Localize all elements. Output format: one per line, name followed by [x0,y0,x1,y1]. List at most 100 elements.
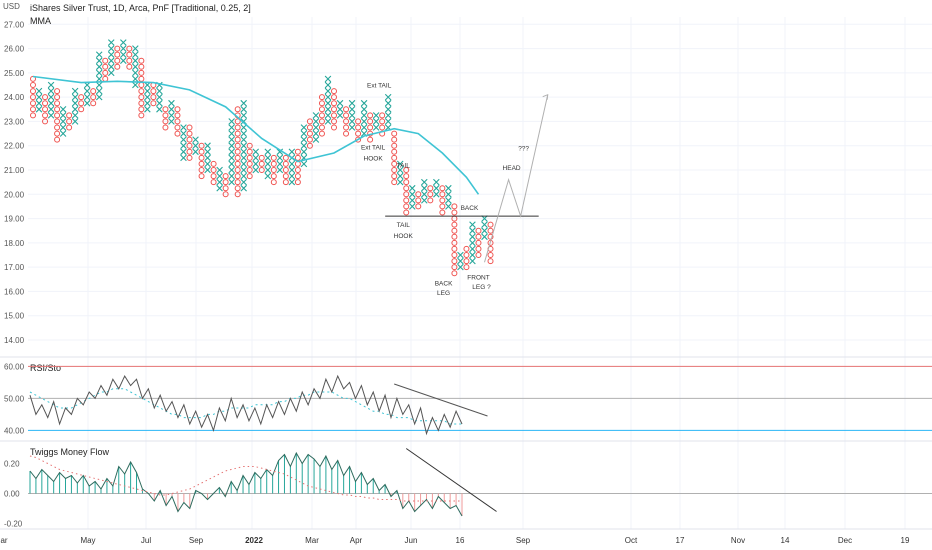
pnf-x-box [276,154,284,162]
pnf-x-box [180,148,187,156]
pnf-o-box [78,94,85,101]
pnf-o-box [463,264,470,271]
time-axis-label: Apr [350,536,363,545]
pnf-x-box [228,142,235,150]
pnf-x-box [120,39,127,46]
pnf-o-box [427,197,434,204]
pnf-o-box [294,179,301,186]
pnf-o-box [186,136,193,143]
pnf-x-box [59,118,67,125]
pnf-o-box [138,100,145,107]
pnf-x-box [396,172,404,180]
pnf-o-box [282,179,289,186]
pnf-x-box [228,148,235,156]
pnf-o-box [174,130,181,137]
pnf-x-box [228,130,235,137]
pnf-x-box [240,148,247,156]
projection-arrowhead [542,93,549,100]
price-tick-label: 17.00 [4,263,25,272]
pnf-o-box [150,94,157,101]
indicator-label[interactable]: MMA [30,16,51,26]
time-axis-label: 17 [676,536,685,545]
pnf-o-box [78,106,85,113]
pnf-o-box [234,148,241,155]
pnf-o-box [270,173,277,180]
pnf-x-box [481,233,488,241]
pnf-x-box [240,124,247,131]
pnf-o-box [270,160,277,167]
pnf-x-box [396,166,404,174]
pnf-o-box [391,142,398,149]
pnf-o-box [318,124,325,131]
pnf-x-box [445,203,452,210]
pnf-o-box [391,130,398,137]
rsi-title[interactable]: RSI/Sto [30,363,61,373]
pnf-x-box [120,45,127,52]
pnf-x-box [156,99,163,107]
pnf-x-box [168,118,175,125]
pnf-x-box [433,190,440,198]
pnf-o-box [114,63,121,70]
pnf-x-box [240,166,247,174]
pnf-x-box [445,190,452,198]
pnf-o-box [102,63,109,70]
pnf-o-box [54,112,61,119]
pnf-o-box [162,106,169,113]
pnf-o-box [42,106,49,113]
pnf-o-box [331,94,337,101]
pnf-x-box [71,87,79,95]
pnf-o-box [30,112,36,119]
pnf-x-box [120,51,127,58]
pnf-x-box [384,99,392,107]
pnf-x-box [276,160,284,168]
pnf-o-box [174,118,181,125]
pnf-x-box [264,148,272,156]
pnf-o-box [367,112,374,119]
pnf-o-box [318,118,325,125]
pnf-x-box [481,221,488,228]
money-flow-bars [29,453,463,516]
pnf-o-box [331,124,337,131]
time-axis-label: ar [0,536,7,545]
pnf-x-box [59,130,67,137]
pnf-o-box [355,124,362,131]
money-flow-title[interactable]: Twiggs Money Flow [30,447,110,457]
pnf-o-box [198,167,205,173]
pnf-x-box [252,160,260,168]
pnf-x-box [240,184,247,192]
pnf-o-box [114,51,121,58]
pnf-o-box [391,173,398,180]
time-axis-label: Oct [625,536,638,545]
pnf-o-box [306,124,313,131]
pnf-x-box [300,142,308,150]
pnf-x-box [132,51,139,58]
pnf-x-box [228,136,235,143]
pnf-o-box [174,112,181,119]
pnf-x-box [228,172,235,180]
pnf-x-box [300,124,308,131]
pnf-o-box [475,252,482,258]
chart-title[interactable]: iShares Silver Trust, 1D, Arca, PnF [Tra… [30,3,251,13]
pnf-o-box [210,173,217,180]
pnf-x-box [408,203,416,210]
pnf-o-box [138,69,145,76]
annotation-label: TAIL [397,163,411,170]
pnf-o-box [343,118,350,125]
pnf-o-box [246,160,253,167]
annotation-label: BACK [435,280,453,287]
price-tick-label: 18.00 [4,239,25,248]
pnf-x-box [35,105,43,113]
pnf-o-box [138,112,145,119]
pnf-x-box [228,166,235,174]
pnf-o-box [487,258,494,265]
pnf-x-box [168,105,175,113]
pnf-o-box [294,167,301,173]
pnf-x-box [324,81,332,89]
pnf-o-box [463,245,470,252]
pnf-o-box [42,94,49,101]
pnf-x-box [228,154,235,162]
pnf-x-box [336,112,344,119]
pnf-o-box [174,106,181,113]
pnf-o-box [487,227,494,234]
pnf-x-box [240,99,247,107]
